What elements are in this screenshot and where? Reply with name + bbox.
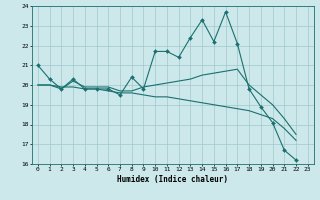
X-axis label: Humidex (Indice chaleur): Humidex (Indice chaleur) (117, 175, 228, 184)
